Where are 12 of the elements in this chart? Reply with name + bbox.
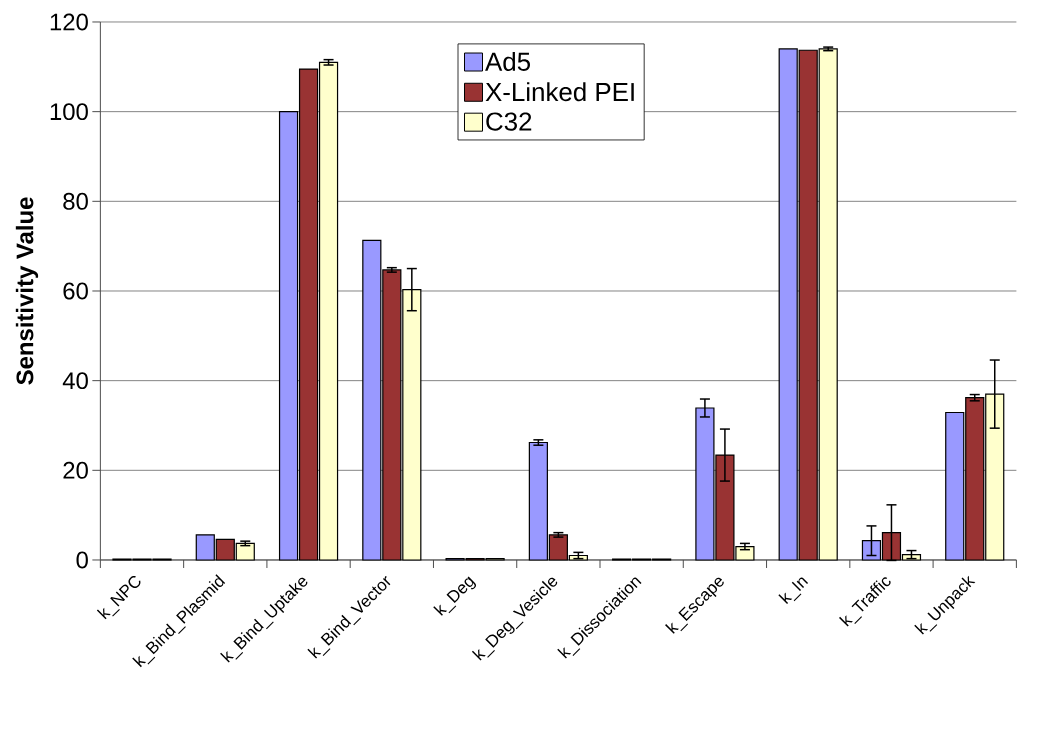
y-tick-label: 60 [63, 282, 88, 300]
y-tick-label: 120 [50, 13, 88, 31]
legend-label: C32 [486, 112, 532, 131]
y-tick-label: 0 [76, 551, 88, 569]
x-tick-label: k_In [778, 577, 809, 604]
legend-label: X-Linked PEI [485, 82, 634, 102]
y-tick-label: 20 [63, 461, 88, 479]
y-tick-label: 40 [62, 372, 88, 390]
y-axis-title: Sensitivity Value [15, 197, 39, 385]
y-tick-label: 100 [50, 103, 88, 121]
y-tick-label: 80 [63, 192, 88, 210]
legend-label: Ad5 [485, 51, 530, 71]
